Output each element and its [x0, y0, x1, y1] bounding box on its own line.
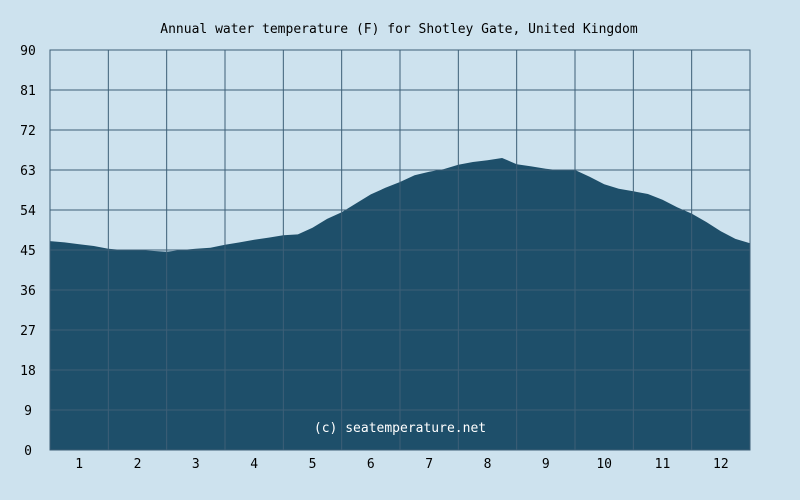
x-tick-label: 3	[192, 457, 200, 472]
x-tick-label: 6	[367, 457, 375, 472]
x-tick-label: 11	[655, 457, 671, 472]
x-tick-label: 1	[75, 457, 83, 472]
y-tick-label: 36	[20, 284, 36, 299]
y-tick-label: 81	[20, 84, 36, 99]
x-tick-label: 7	[425, 457, 433, 472]
y-tick-label: 45	[20, 244, 36, 259]
y-tick-label: 18	[20, 364, 36, 379]
x-tick-label: 9	[542, 457, 550, 472]
y-tick-label: 63	[20, 164, 36, 179]
x-tick-label: 2	[134, 457, 142, 472]
y-tick-label: 9	[24, 404, 32, 419]
watermark-text: (c) seatemperature.net	[314, 421, 486, 436]
x-tick-label: 5	[309, 457, 317, 472]
y-tick-label: 90	[20, 44, 36, 59]
plot-border	[49, 49, 751, 451]
y-tick-label: 54	[20, 204, 36, 219]
y-tick-label: 0	[24, 444, 32, 459]
chart-title: Annual water temperature (F) for Shotley…	[160, 22, 638, 37]
y-tick-label: 27	[20, 324, 36, 339]
x-tick-label: 8	[484, 457, 492, 472]
x-tick-label: 4	[250, 457, 258, 472]
y-tick-label: 72	[20, 124, 36, 139]
x-tick-label: 10	[596, 457, 612, 472]
x-tick-label: 12	[713, 457, 729, 472]
